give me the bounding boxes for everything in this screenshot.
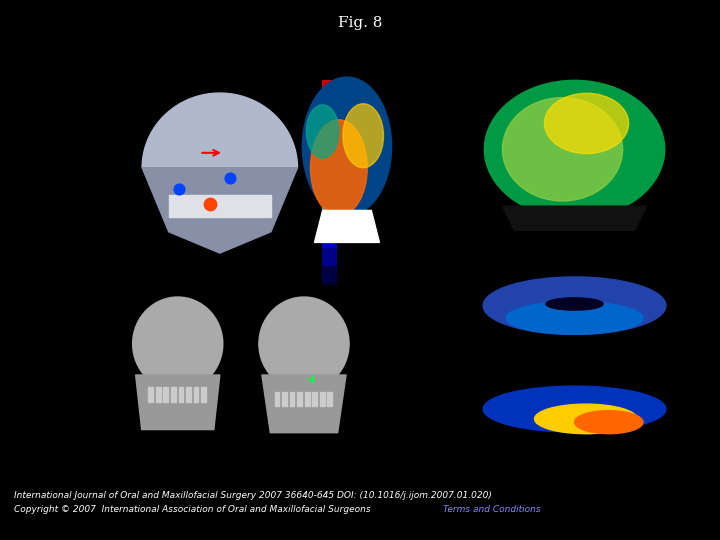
Ellipse shape xyxy=(544,93,629,153)
Text: -1.0mm: -1.0mm xyxy=(339,199,363,204)
FancyBboxPatch shape xyxy=(322,173,337,192)
Text: b. Actual soft tissue change: b. Actual soft tissue change xyxy=(460,240,567,249)
Ellipse shape xyxy=(259,297,349,390)
Text: +4.0mm: +4.0mm xyxy=(339,105,366,110)
Bar xyxy=(312,392,317,406)
Bar xyxy=(194,388,199,402)
FancyBboxPatch shape xyxy=(322,117,337,136)
Text: a. A soft tissue swelling on the left
preauricular region postoperatively: a. A soft tissue swelling on the left pr… xyxy=(268,281,404,300)
Text: -4.0mm: -4.0mm xyxy=(339,255,363,260)
Polygon shape xyxy=(142,168,297,253)
FancyBboxPatch shape xyxy=(322,211,337,229)
Ellipse shape xyxy=(132,297,222,390)
Text: -2.0mm: -2.0mm xyxy=(339,217,363,222)
Text: 3.0mm: 3.0mm xyxy=(339,236,361,241)
Text: +1.0mm: +1.0mm xyxy=(339,161,366,166)
Text: International Journal of Oral and Maxillofacial Surgery 2007 36640-645 DOI: (10.: International Journal of Oral and Maxill… xyxy=(14,490,492,500)
Text: Terms and Conditions: Terms and Conditions xyxy=(443,505,541,514)
Ellipse shape xyxy=(307,105,339,158)
Ellipse shape xyxy=(546,298,603,310)
Text: +5.0mm: +5.0mm xyxy=(339,87,366,92)
Text: d. The difference between actual change (b)
   and 1:1 movement (c): d. The difference between actual change … xyxy=(449,442,618,461)
Text: 0mm: 0mm xyxy=(339,180,355,185)
Text: -5.0mm: -5.0mm xyxy=(339,273,363,278)
Bar xyxy=(148,388,153,402)
Ellipse shape xyxy=(302,77,392,216)
FancyBboxPatch shape xyxy=(322,154,337,173)
Ellipse shape xyxy=(485,80,665,218)
FancyBboxPatch shape xyxy=(322,229,337,248)
FancyBboxPatch shape xyxy=(322,248,337,266)
Polygon shape xyxy=(503,206,647,230)
Text: +3.0mm: +3.0mm xyxy=(339,124,366,129)
Bar xyxy=(171,388,176,402)
Polygon shape xyxy=(135,375,220,430)
Text: +2.0mm: +2.0mm xyxy=(339,143,366,148)
Ellipse shape xyxy=(534,404,637,434)
Bar xyxy=(163,388,168,402)
FancyBboxPatch shape xyxy=(322,80,337,99)
Text: c. Computed soft tissue change assuming
   the soft tissue is moved 1:1 with den: c. Computed soft tissue change assuming … xyxy=(449,342,608,373)
Text: A collision was suggested to
occur (arrow): A collision was suggested to occur (arro… xyxy=(117,281,226,300)
Ellipse shape xyxy=(575,411,643,434)
Text: Before surgery: Before surgery xyxy=(150,447,206,456)
Point xyxy=(224,174,235,183)
Bar xyxy=(282,392,287,406)
Bar xyxy=(201,388,206,402)
Bar xyxy=(274,392,279,406)
Bar xyxy=(328,392,332,406)
FancyBboxPatch shape xyxy=(322,192,337,211)
Ellipse shape xyxy=(483,386,666,432)
Polygon shape xyxy=(315,211,379,242)
Polygon shape xyxy=(262,375,346,433)
Bar xyxy=(305,392,310,406)
FancyBboxPatch shape xyxy=(322,266,337,285)
Bar xyxy=(297,392,302,406)
Text: Fig. 8: Fig. 8 xyxy=(338,16,382,30)
Point xyxy=(174,185,185,193)
Ellipse shape xyxy=(503,98,623,201)
Bar xyxy=(179,388,184,402)
Ellipse shape xyxy=(310,120,367,216)
Bar xyxy=(289,392,294,406)
Text: Copyright © 2007  International Association of Oral and Maxillofacial Surgeons: Copyright © 2007 International Associati… xyxy=(14,505,374,514)
Bar xyxy=(156,388,161,402)
Bar xyxy=(320,392,325,406)
FancyBboxPatch shape xyxy=(322,99,337,117)
Polygon shape xyxy=(142,93,297,168)
Point xyxy=(204,200,215,208)
Ellipse shape xyxy=(506,301,643,334)
Ellipse shape xyxy=(483,277,666,334)
FancyBboxPatch shape xyxy=(322,136,337,154)
Ellipse shape xyxy=(343,104,384,168)
Bar xyxy=(186,388,191,402)
Text: After surgery: After surgery xyxy=(279,447,329,456)
